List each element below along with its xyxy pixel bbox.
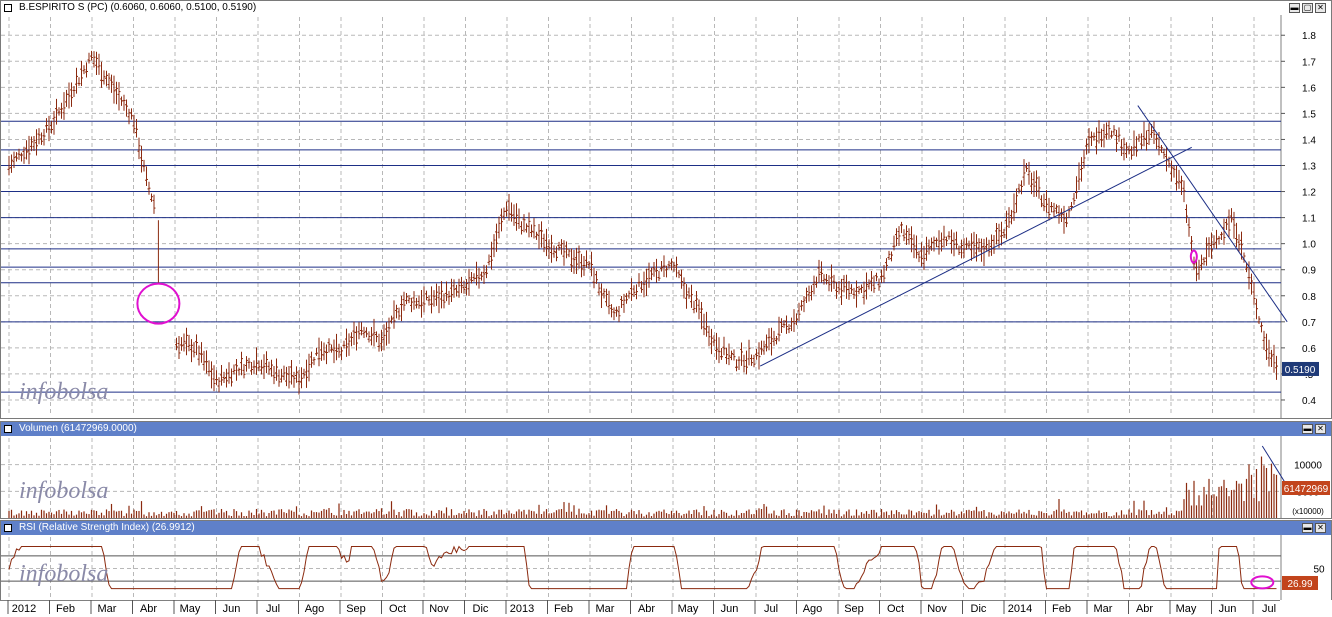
volume-panel-title: Volumen (61472969.0000) [19,423,137,434]
price-last-label-bg [1282,361,1319,376]
rsi-watermark: infobolsa [19,561,108,587]
price-tick-label: 0.4 [1302,396,1316,407]
rsi-chart: 50 infobolsa 26.99 [1,535,1325,600]
price-tick-label: 0.6 [1302,344,1316,355]
rsi-close-button[interactable]: ✕ [1315,523,1326,533]
x-axis: 2012 Feb Mar Abr May Jun Jul Ago Sep Oct Nov Dic 201… [0,600,1332,617]
price-tick-label: 1.3 [1302,162,1316,173]
x-axis-tick-label: Abr [140,603,157,615]
rsi-minimize-button[interactable]: ▬ [1302,523,1313,533]
x-axis-tick-label: Abr [638,603,655,615]
price-watermark: infobolsa [19,379,108,405]
rsi-panel-title: RSI (Relative Strength Index) (26.9912) [19,522,195,533]
volume-last-label: 61472969 [1284,484,1329,495]
volume-panel-titlebar: Volumen (61472969.0000) [1,422,1331,436]
x-axis-tick-label: Jul [266,603,280,615]
uptrend-line [759,146,1192,367]
rsi-panel-titlebar: RSI (Relative Strength Index) (26.9912) [1,521,1331,535]
x-axis-tick-label: Ago [803,603,823,615]
price-tick-label: 0.8 [1302,292,1316,303]
x-axis-tick-label: Mar [1094,603,1113,615]
x-axis-tick-label: Feb [1052,603,1071,615]
price-minimize-button[interactable]: ▬ [1289,3,1300,13]
x-axis-tick-label: Dic [971,603,987,615]
x-axis-tick-label: 2012 [12,603,36,615]
rsi-tick-label: 50 [1313,565,1325,576]
rsi-last-label-bg [1282,575,1318,590]
price-tick-label: 1.7 [1302,57,1316,68]
x-axis-tick-label: Mar [98,603,117,615]
x-axis-tick-label: Jul [1262,603,1276,615]
x-axis-tick-label: Sep [346,603,366,615]
price-tick-label: 1.4 [1302,135,1316,146]
price-tick-label: 1.2 [1302,188,1316,199]
x-axis-tick-label: Jun [1219,603,1237,615]
volume-tick-label: 10000 [1294,461,1322,472]
volume-watermark: infobolsa [19,478,108,504]
volume-panel: Volumen (61472969.0000) ▬ ✕ 500010000inf… [0,421,1332,519]
x-axis-tick-label: Jul [764,603,778,615]
x-axis-tick-label: Nov [429,603,449,615]
price-panel-title: B.ESPIRITO S (PC) (0.6060, 0.6060, 0.510… [19,2,257,13]
price-chart: 0.4.50.60.70.80.91.01.11.21.31.41.51.61.… [1,15,1319,418]
rsi-last-label: 26.99 [1287,579,1312,590]
x-axis-tick-label: Jun [721,603,739,615]
x-axis-tick-label: Dic [473,603,489,615]
x-axis-tick-label: Sep [844,603,864,615]
downtrend-line [1137,105,1288,323]
volume-chart: 500010000infobolsa61472969(x10000) [1,436,1330,518]
price-close-button[interactable]: ✕ [1315,3,1326,13]
x-axis-tick-label: Nov [927,603,947,615]
x-axis-tick-label: Oct [887,603,904,615]
x-axis-tick-label: May [1176,603,1197,615]
x-axis-tick-label: Feb [554,603,573,615]
panel-menu-icon[interactable] [4,4,12,12]
x-axis-tick-label: Mar [596,603,615,615]
volume-close-button[interactable]: ✕ [1315,424,1326,434]
x-axis-tick-label: Abr [1136,603,1153,615]
price-tick-label: 1.1 [1302,214,1316,225]
x-axis-tick-label: Ago [305,603,325,615]
x-axis-tick-label: 2013 [510,603,534,615]
panel-menu-icon[interactable] [4,524,12,532]
volume-scale-note: (x10000) [1292,507,1324,516]
gap-highlight-oval [1189,249,1198,264]
rsi-line [8,545,1277,590]
gap-highlight-circle [136,282,181,325]
x-axis-tick-label: Feb [56,603,75,615]
x-axis-svg: 2012 Feb Mar Abr May Jun Jul Ago Sep Oct Nov Dic 201… [0,600,1280,615]
price-last-label: 0.5190 [1285,365,1316,376]
volume-trendline [1261,445,1288,487]
price-tick-label: 1.8 [1302,31,1316,42]
price-tick-label: 0.9 [1302,266,1316,277]
panel-menu-icon[interactable] [4,425,12,433]
rsi-highlight-oval [1250,575,1275,590]
price-panel: B.ESPIRITO S (PC) (0.6060, 0.6060, 0.510… [0,0,1332,419]
price-tick-label: 1.6 [1302,83,1316,94]
price-tick-label: 1.0 [1302,240,1316,251]
price-tick-label: 0.7 [1302,318,1316,329]
x-axis-tick-label: May [180,603,201,615]
x-axis-tick-label: May [678,603,699,615]
price-maximize-button[interactable]: ▢ [1302,3,1313,13]
x-axis-tick-label: Jun [223,603,241,615]
rsi-panel: RSI (Relative Strength Index) (26.9912) … [0,520,1332,601]
volume-minimize-button[interactable]: ▬ [1302,424,1313,434]
x-axis-tick-label: Oct [389,603,406,615]
price-tick-label: 1.5 [1302,109,1316,120]
x-axis-tick-label: 2014 [1008,603,1032,615]
volume-last-label-bg [1282,481,1330,495]
price-panel-titlebar: B.ESPIRITO S (PC) (0.6060, 0.6060, 0.510… [1,1,1331,15]
